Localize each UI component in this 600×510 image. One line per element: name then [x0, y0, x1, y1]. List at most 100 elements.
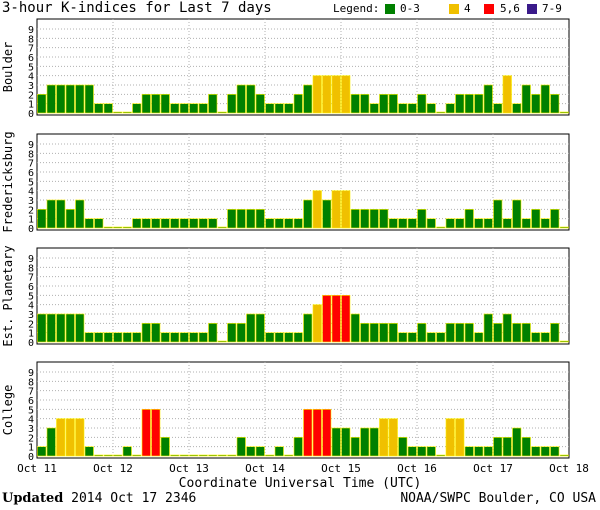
x-tick-label: Oct 15 — [321, 462, 361, 475]
data-source: NOAA/SWPC Boulder, CO USA — [400, 491, 596, 506]
k-index-bar — [407, 332, 417, 343]
k-index-bar — [426, 332, 436, 343]
k-index-bar — [550, 446, 560, 457]
k-index-bar — [388, 94, 398, 114]
k-index-bar — [94, 218, 104, 229]
y-tick-label: 2 — [28, 433, 34, 444]
k-index-bar — [379, 418, 389, 457]
k-index-bar — [46, 313, 56, 343]
y-tick-label: 4 — [28, 415, 34, 426]
k-index-bar — [293, 437, 303, 457]
k-index-bar — [331, 75, 341, 114]
k-index-bar — [312, 304, 322, 343]
k-index-bar — [455, 218, 465, 229]
k-index-bar — [189, 454, 199, 457]
k-index-bar — [426, 446, 436, 457]
k-index-bar — [132, 218, 142, 229]
k-index-bar — [65, 418, 75, 457]
k-index-bar — [151, 94, 161, 114]
k-index-bar — [56, 199, 66, 229]
k-index-bar — [350, 94, 360, 114]
k-index-bar — [512, 103, 522, 114]
k-index-bar — [113, 454, 123, 457]
k-index-bar — [293, 218, 303, 229]
k-index-bar — [189, 218, 199, 229]
k-index-bar — [483, 84, 493, 114]
k-index-bar — [464, 446, 474, 457]
k-index-bar — [379, 323, 389, 343]
k-index-bar — [350, 209, 360, 229]
k-index-bar — [94, 332, 104, 343]
k-index-bar — [483, 446, 493, 457]
k-index-bar — [113, 226, 123, 229]
k-index-bar — [341, 427, 351, 457]
k-index-bar — [322, 75, 332, 114]
x-tick-label: Oct 11 — [17, 462, 57, 475]
k-index-bar — [217, 340, 227, 343]
k-index-bar — [445, 418, 455, 457]
k-index-bar — [445, 218, 455, 229]
k-index-bar — [474, 218, 484, 229]
k-index-bar — [284, 454, 294, 457]
k-index-bar — [179, 454, 189, 457]
k-index-bar — [255, 313, 265, 343]
k-index-bar — [236, 84, 246, 114]
k-index-bar — [84, 332, 94, 343]
k-index-bar — [56, 84, 66, 114]
k-index-bar — [464, 94, 474, 114]
k-index-bar — [502, 75, 512, 114]
k-index-bar — [160, 332, 170, 343]
k-index-bar — [417, 446, 427, 457]
k-index-bar — [75, 313, 85, 343]
k-index-bar — [246, 446, 256, 457]
k-index-bar — [502, 437, 512, 457]
k-index-bar — [37, 446, 47, 457]
k-index-bar — [132, 332, 142, 343]
y-tick-label: 3 — [28, 310, 34, 321]
k-index-bar — [417, 209, 427, 229]
k-index-bar — [113, 111, 123, 114]
k-index-bar — [531, 209, 541, 229]
legend-item-7-9: 7-9 — [542, 2, 562, 15]
k-index-bar — [198, 103, 208, 114]
k-index-bar — [274, 446, 284, 457]
k-index-bar — [531, 332, 541, 343]
k-index-bar — [417, 323, 427, 343]
k-index-bar — [122, 111, 132, 114]
y-tick-label: 8 — [28, 377, 34, 388]
k-index-bar — [483, 218, 493, 229]
k-index-bar — [398, 218, 408, 229]
k-index-bar — [265, 218, 275, 229]
k-index-bar — [37, 94, 47, 114]
k-index-bar — [141, 94, 151, 114]
k-index-bar — [255, 446, 265, 457]
k-index-bar — [141, 218, 151, 229]
k-index-bar — [189, 103, 199, 114]
k-index-bar — [94, 454, 104, 457]
k-index-bar — [360, 427, 370, 457]
k-index-bar — [208, 94, 218, 114]
k-index-bar — [265, 454, 275, 457]
y-tick-label: 5 — [28, 405, 34, 416]
k-index-bar — [521, 437, 531, 457]
k-index-bar — [474, 332, 484, 343]
k-index-bar — [246, 209, 256, 229]
k-index-bar — [312, 409, 322, 457]
k-index-bar — [198, 332, 208, 343]
k-index-bar — [360, 94, 370, 114]
k-index-bar — [341, 190, 351, 229]
k-index-bar — [274, 218, 284, 229]
legend-item-4: 4 — [464, 2, 471, 15]
chart-title: 3-hour K-indices for Last 7 days — [2, 0, 272, 16]
k-index-bar — [398, 103, 408, 114]
k-index-bar — [46, 84, 56, 114]
y-tick-label: 9 — [28, 25, 34, 36]
k-index-bar — [369, 323, 379, 343]
k-index-bar — [246, 84, 256, 114]
k-index-bar — [426, 103, 436, 114]
k-index-bar — [493, 199, 503, 229]
k-index-bar — [179, 332, 189, 343]
k-index-bar — [455, 323, 465, 343]
k-index-bar — [208, 323, 218, 343]
panel-frame — [36, 133, 570, 231]
